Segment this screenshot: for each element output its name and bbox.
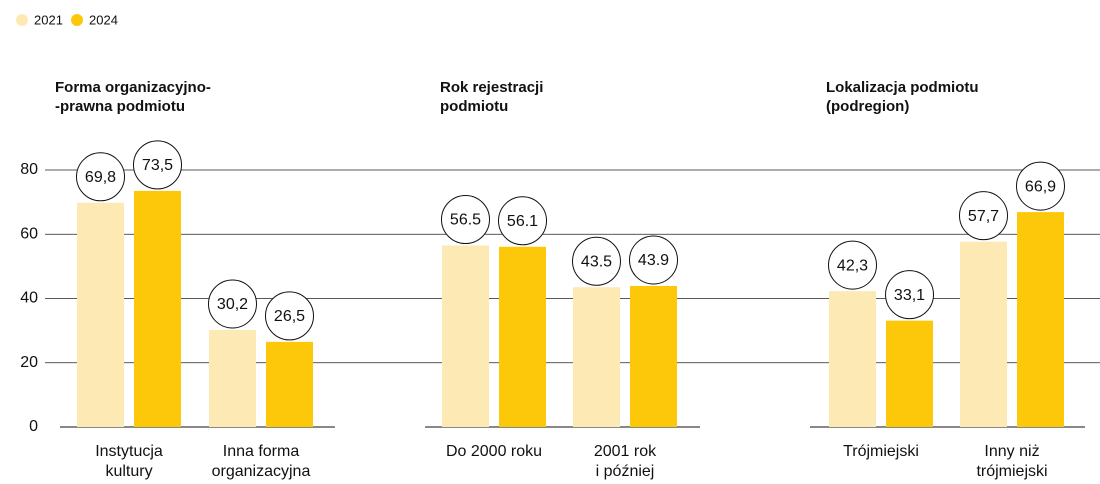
group-title: Rok rejestracji podmiotu [440, 79, 543, 115]
value-bubble [629, 235, 678, 285]
value-bubble [441, 194, 490, 244]
bar [1017, 212, 1064, 427]
y-tick-label: 0 [29, 418, 38, 435]
x-tick-label: Trójmiejski [843, 443, 919, 460]
x-tick-label: 2001 rok i później [594, 443, 657, 480]
legend-label: 2024 [89, 12, 118, 27]
value-bubble [265, 291, 314, 341]
value-label: 43.9 [638, 252, 669, 269]
value-bubble [76, 152, 125, 202]
group-title: Forma organizacyjno--prawna podmiotu [55, 79, 211, 115]
value-bubble [498, 196, 547, 246]
value-bubble [828, 240, 877, 290]
bar [499, 246, 546, 427]
bar [134, 190, 181, 427]
y-tick-label: 60 [20, 225, 38, 242]
x-tick-label: Inny niż trójmiejski [976, 443, 1047, 480]
value-label: 57,7 [968, 208, 999, 225]
value-bubble [133, 140, 182, 190]
legend-label: 2021 [34, 12, 63, 27]
x-tick-label: Instytucja kultury [95, 443, 163, 480]
bar [829, 291, 876, 427]
y-tick-label: 80 [20, 161, 38, 178]
y-tick-label: 20 [20, 354, 38, 371]
bar [77, 202, 124, 427]
bar [630, 285, 677, 427]
bar [442, 245, 489, 427]
value-bubble [959, 191, 1008, 241]
bar [960, 241, 1007, 427]
value-label: 30,2 [217, 296, 248, 313]
legend-swatch [71, 14, 83, 26]
value-label: 73,5 [142, 157, 173, 174]
value-label: 26,5 [274, 308, 305, 325]
value-label: 56.5 [450, 212, 481, 229]
y-tick-label: 40 [20, 290, 38, 307]
value-label: 66,9 [1025, 178, 1056, 195]
value-bubble [1016, 161, 1065, 211]
bar [209, 329, 256, 427]
bar [266, 341, 313, 427]
group-title: Lokalizacja podmiotu (podregion) [826, 79, 979, 115]
value-bubble [885, 270, 934, 320]
value-label: 42,3 [837, 257, 868, 274]
value-bubble [572, 236, 621, 286]
x-tick-label: Do 2000 roku [446, 443, 542, 460]
legend-swatch [16, 14, 28, 26]
bar [573, 287, 620, 427]
value-label: 56.1 [507, 213, 538, 230]
value-label: 69,8 [85, 169, 116, 186]
value-bubble [208, 279, 257, 329]
value-label: 33,1 [894, 287, 925, 304]
value-label: 43.5 [581, 253, 612, 270]
bar [886, 320, 933, 427]
x-tick-label: Inna forma organizacyjna [212, 443, 311, 480]
